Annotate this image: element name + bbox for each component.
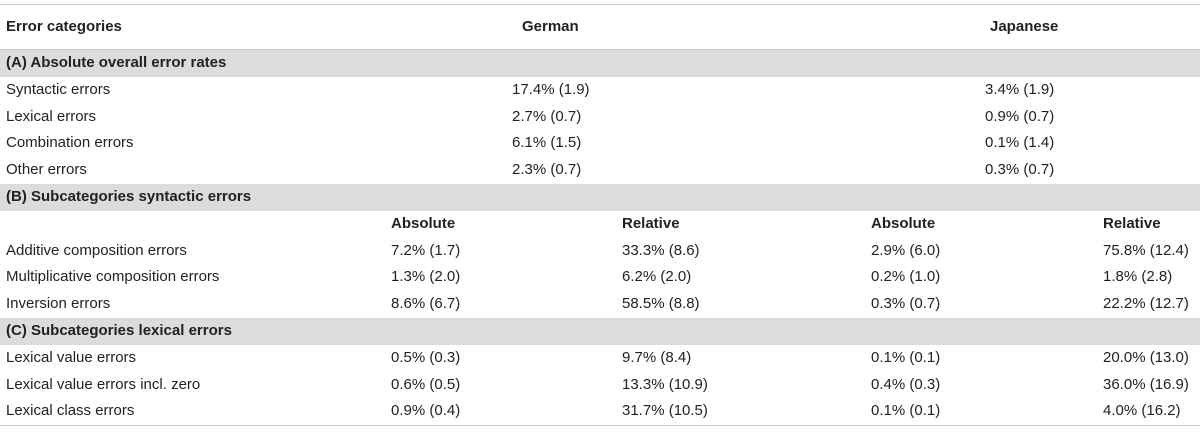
table-row: Syntactic errors 17.4% (1.9) 3.4% (1.9) <box>0 77 1200 104</box>
japanese-relative-value: 1.8% (2.8) <box>1103 268 1173 286</box>
japanese-relative-value: 20.0% (13.0) <box>1103 348 1189 366</box>
header-japanese: Japanese <box>990 18 1059 35</box>
subheader-japanese-absolute: Absolute <box>871 214 936 232</box>
japanese-relative-value: 22.2% (12.7) <box>1103 295 1189 313</box>
subheader-german-relative: Relative <box>622 214 680 232</box>
japanese-absolute-value: 0.1% (0.1) <box>871 348 941 366</box>
german-absolute-value: 0.9% (0.4) <box>391 402 461 420</box>
german-relative-value: 13.3% (10.9) <box>622 375 708 393</box>
table-row: Inversion errors 8.6% (6.7) 58.5% (8.8) … <box>0 291 1200 318</box>
german-relative-value: 31.7% (10.5) <box>622 402 708 420</box>
row-label: Multiplicative composition errors <box>6 268 220 286</box>
german-relative-value: 58.5% (8.8) <box>622 295 700 313</box>
german-absolute-value: 7.2% (1.7) <box>391 241 461 259</box>
japanese-absolute-value: 0.3% (0.7) <box>871 295 941 313</box>
section-b-title-row: (B) Subcategories syntactic errors <box>0 183 1200 211</box>
header-german: German <box>522 18 579 35</box>
section-a-title-row: (A) Absolute overall error rates <box>0 50 1200 77</box>
section-c-title-row: (C) Subcategories lexical errors <box>0 317 1200 345</box>
german-absolute-value: 0.5% (0.3) <box>391 348 461 366</box>
error-rates-table: Error categories German Japanese (A) Abs… <box>0 4 1200 427</box>
german-value: 2.3% (0.7) <box>512 161 582 179</box>
german-absolute-value: 0.6% (0.5) <box>391 375 461 393</box>
row-label: Additive composition errors <box>6 241 187 259</box>
section-b-title: (B) Subcategories syntactic errors <box>6 187 252 205</box>
japanese-relative-value: 75.8% (12.4) <box>1103 241 1189 259</box>
row-label: Lexical errors <box>6 107 97 125</box>
row-label: Inversion errors <box>6 295 111 313</box>
section-c-title: (C) Subcategories lexical errors <box>6 321 232 339</box>
german-relative-value: 9.7% (8.4) <box>622 348 692 366</box>
subheader-japanese-relative: Relative <box>1103 214 1161 232</box>
japanese-absolute-value: 2.9% (6.0) <box>871 241 941 259</box>
table-row: Additive composition errors 7.2% (1.7) 3… <box>0 238 1200 265</box>
japanese-relative-value: 4.0% (16.2) <box>1103 402 1181 420</box>
german-absolute-value: 8.6% (6.7) <box>391 295 461 313</box>
japanese-absolute-value: 0.1% (0.1) <box>871 402 941 420</box>
german-value: 2.7% (0.7) <box>512 107 582 125</box>
german-value: 6.1% (1.5) <box>512 134 582 152</box>
japanese-value: 0.1% (1.4) <box>985 134 1055 152</box>
table-row: Multiplicative composition errors 1.3% (… <box>0 264 1200 291</box>
japanese-relative-value: 36.0% (16.9) <box>1103 375 1189 393</box>
row-label: Combination errors <box>6 134 134 152</box>
table-row: Combination errors 6.1% (1.5) 0.1% (1.4) <box>0 130 1200 157</box>
japanese-absolute-value: 0.2% (1.0) <box>871 268 941 286</box>
table-row: Lexical value errors 0.5% (0.3) 9.7% (8.… <box>0 345 1200 372</box>
section-a-title: (A) Absolute overall error rates <box>6 54 227 71</box>
row-label: Lexical class errors <box>6 402 135 420</box>
section-b-subheader-row: Absolute Relative Absolute Relative <box>0 211 1200 238</box>
table-row: Lexical value errors incl. zero 0.6% (0.… <box>0 372 1200 399</box>
german-relative-value: 6.2% (2.0) <box>622 268 692 286</box>
german-value: 17.4% (1.9) <box>512 80 590 98</box>
german-relative-value: 33.3% (8.6) <box>622 241 700 259</box>
japanese-value: 0.3% (0.7) <box>985 161 1055 179</box>
subheader-german-absolute: Absolute <box>391 214 456 232</box>
row-label: Lexical value errors <box>6 348 137 366</box>
row-label: Lexical value errors incl. zero <box>6 375 201 393</box>
table-header-row: Error categories German Japanese <box>0 5 1200 50</box>
japanese-absolute-value: 0.4% (0.3) <box>871 375 941 393</box>
row-label: Other errors <box>6 161 87 179</box>
japanese-value: 0.9% (0.7) <box>985 107 1055 125</box>
german-absolute-value: 1.3% (2.0) <box>391 268 461 286</box>
table-row: Other errors 2.3% (0.7) 0.3% (0.7) <box>0 157 1200 184</box>
japanese-value: 3.4% (1.9) <box>985 80 1055 98</box>
table-row: Lexical class errors 0.9% (0.4) 31.7% (1… <box>0 398 1200 427</box>
table-row: Lexical errors 2.7% (0.7) 0.9% (0.7) <box>0 104 1200 131</box>
header-error-categories: Error categories <box>6 18 122 35</box>
row-label: Syntactic errors <box>6 80 111 98</box>
